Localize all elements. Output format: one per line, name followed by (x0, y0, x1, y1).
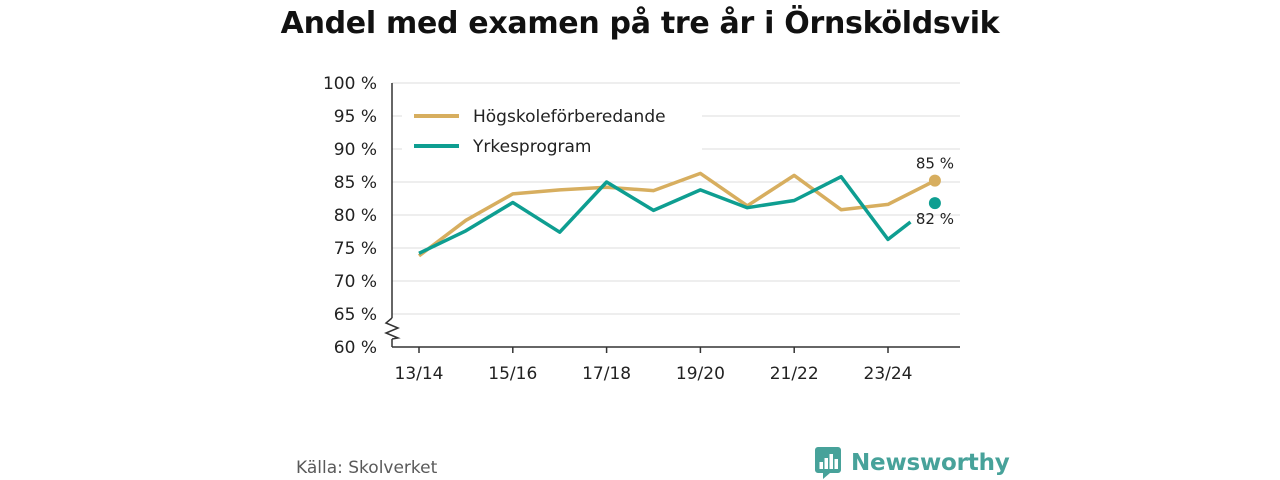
legend-label: Yrkesprogram (472, 137, 592, 157)
source-credit: Källa: Skolverket (296, 458, 438, 478)
y-tick-label: 70 % (334, 272, 377, 292)
legend-label: Högskoleförberedande (473, 107, 666, 127)
x-tick-label: 15/16 (488, 364, 537, 384)
brand-name: Newsworthy (851, 450, 1010, 476)
bar-chart-speech-bubble-icon (815, 447, 841, 479)
y-tick-label: 85 % (334, 173, 377, 193)
axis-break-mark (384, 317, 401, 340)
series-lines (417, 171, 941, 258)
series-line-yrkesprogram (418, 174, 912, 255)
y-tick-label: 65 % (334, 305, 377, 325)
brand-logo[interactable]: Newsworthy (815, 446, 1010, 480)
y-tick-label: 95 % (334, 107, 377, 127)
end-labels: 85 % 82 % (916, 155, 954, 228)
y-tick-label: 100 % (323, 74, 377, 94)
axes: 60 % 65 % 70 % 75 % 80 % 85 % 90 % 95 % 100 % 13/… (323, 74, 960, 384)
end-point-marker (928, 174, 941, 187)
y-tick-label: 80 % (334, 206, 377, 226)
y-tick-label: 75 % (334, 239, 377, 259)
chart-title: Andel med examen på tre år i Örnsköldsvi… (280, 6, 1000, 41)
x-tick-label: 13/14 (395, 364, 444, 384)
y-tick-label: 60 % (334, 338, 377, 358)
legend: Högskoleförberedande Yrkesprogram (402, 100, 702, 160)
x-tick-label: 23/24 (864, 364, 913, 384)
end-point-marker (928, 197, 941, 210)
x-tick-label: 19/20 (676, 364, 725, 384)
end-value-label: 82 % (916, 210, 954, 228)
end-value-label: 85 % (916, 155, 954, 173)
x-tick-label: 17/18 (582, 364, 631, 384)
series-line-hogskoleforberedande (417, 171, 936, 258)
y-tick-label: 90 % (334, 140, 377, 160)
x-tick-label: 21/22 (770, 364, 819, 384)
legend-background (402, 100, 702, 160)
